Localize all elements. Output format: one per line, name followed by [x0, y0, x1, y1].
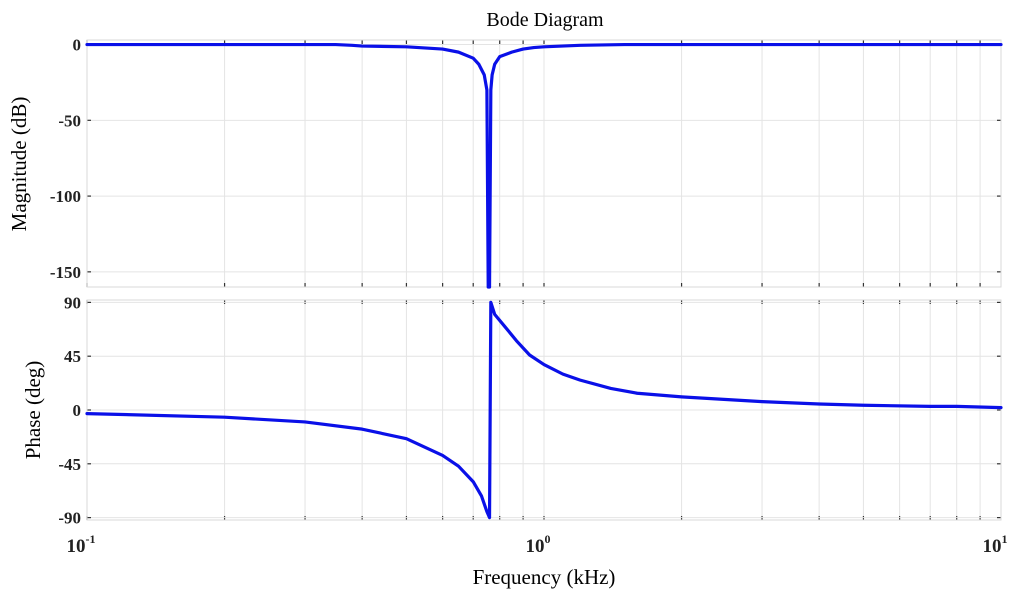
- magnitude-series-line: [85, 42, 1003, 289]
- magnitude-frame: [86, 39, 1002, 288]
- x-axis-label: Frequency (kHz): [473, 565, 616, 589]
- x-tick-labels: 10-1 100 101: [67, 532, 1008, 557]
- x-tick-label: 10-1: [67, 532, 96, 557]
- phase-frame: [86, 299, 1002, 521]
- magnitude-y-tick-label: -150: [50, 263, 81, 282]
- phase-y-tick-label: 45: [64, 347, 81, 366]
- phase-axis-label: Phase (deg): [21, 361, 45, 460]
- chart-title: Bode Diagram: [486, 9, 604, 31]
- phase-y-tick-label: -45: [58, 455, 81, 474]
- phase-y-tick-label: -90: [58, 509, 81, 528]
- x-tick-label: 101: [983, 532, 1008, 557]
- magnitude-axis-label: Magnitude (dB): [7, 97, 31, 232]
- magnitude-y-tick-label: -100: [50, 187, 81, 206]
- phase-y-tick-label: 0: [73, 401, 82, 420]
- magnitude-y-tick-label: 0: [73, 36, 82, 55]
- x-tick-label: 100: [526, 532, 551, 557]
- phase-series-line: [85, 300, 1003, 520]
- phase-panel: 90 45 0 -45 -90: [58, 293, 1003, 528]
- magnitude-y-tick-label: -50: [58, 111, 81, 130]
- magnitude-panel: 0 -50 -100 -150: [50, 36, 1003, 289]
- phase-y-tick-label: 90: [64, 293, 81, 312]
